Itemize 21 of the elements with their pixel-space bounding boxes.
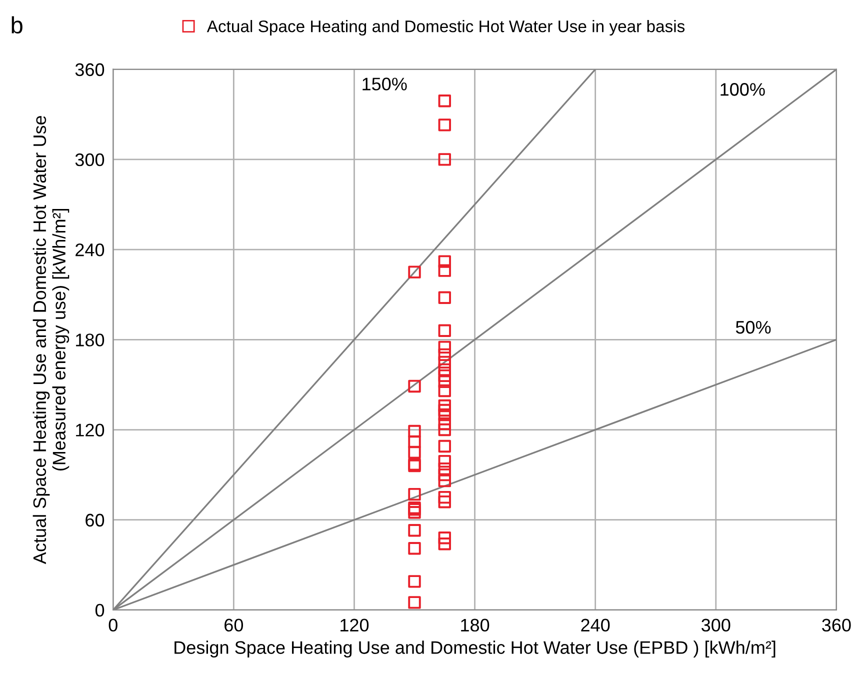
y-tick-label: 60 [86,514,104,527]
y-tick-label: 0 [95,604,104,617]
annotation: 150% [362,78,407,90]
x-tick-label: 120 [340,618,369,632]
y-tick-label: 360 [75,63,104,76]
x-tick-label: 360 [822,618,851,632]
annotation: 100% [720,83,765,96]
x-axis-title: Design Space Heating Use and Domestic Hot Water Use (EPBD ) [kWh/m²] [174,640,776,658]
x-tick-label: 0 [108,618,118,632]
text: b [12,16,22,34]
y-tick-label: 120 [76,424,104,436]
legend-label: Actual Space Heating and Domestic Hot Water Use in year basis [206,20,685,36]
annotation: 50% [736,320,771,334]
y-tick-label: 300 [75,153,104,166]
y-tick-label: 240 [76,243,104,256]
x-tick-label: 180 [461,618,490,632]
y-tick-label: 180 [76,334,104,346]
x-tick-label: 60 [224,618,244,632]
x-tick-label: 300 [702,618,730,632]
y-axis-title: Actual Space Heating Use and Domestic Hot Water Use (Measured energy use) [kWh/m²] [32,116,70,564]
x-tick-label: 240 [581,618,610,632]
